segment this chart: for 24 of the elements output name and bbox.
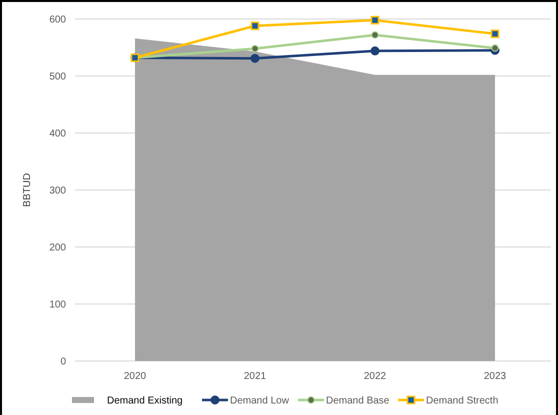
point	[371, 31, 379, 39]
x-tick-label: 2023	[484, 371, 507, 382]
legend-label: Demand Strecth	[426, 396, 498, 406]
y-tick-label: 0	[60, 356, 66, 368]
x-tick-label: 2021	[244, 371, 267, 382]
y-tick-label: 300	[49, 186, 66, 196]
point	[250, 22, 260, 30]
y-tick-label: 100	[49, 300, 66, 310]
point	[491, 44, 499, 52]
y-axis-title: BBTUD	[22, 173, 33, 207]
x-tick-label: 2020	[124, 371, 147, 382]
point	[490, 30, 500, 38]
y-tick-label: 500	[49, 72, 66, 82]
legend-label: Demand Base	[326, 396, 390, 406]
point	[370, 46, 380, 56]
point	[251, 44, 259, 52]
legend-label: Demand Existing	[107, 396, 183, 406]
y-tick-label: 600	[49, 14, 66, 26]
point	[370, 16, 380, 24]
legend-label: Demand Low	[230, 396, 290, 406]
y-tick-label: 400	[49, 128, 66, 140]
y-tick-label: 200	[49, 242, 66, 254]
point	[250, 54, 260, 63]
x-tick-label: 2022	[364, 371, 387, 382]
